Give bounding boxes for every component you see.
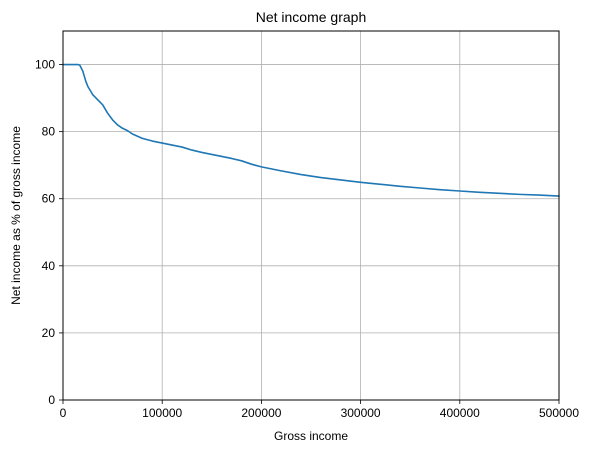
y-tick-label: 80: [42, 125, 56, 139]
x-tick-label: 100000: [142, 406, 182, 420]
y-tick-label: 100: [35, 58, 55, 72]
x-axis-ticks: 0 100000 200000 300000 400000 500000: [60, 400, 579, 420]
grid-lines: [62, 31, 560, 401]
y-tick-label: 60: [42, 192, 56, 206]
x-tick-label: 0: [60, 406, 67, 420]
chart-title: Net income graph: [256, 9, 367, 25]
y-tick-label: 40: [42, 259, 56, 273]
x-axis-label: Gross income: [274, 429, 348, 443]
net-income-series-line: [62, 63, 560, 197]
y-tick-label: 0: [48, 393, 55, 407]
x-tick-label: 500000: [539, 406, 579, 420]
series-layer: [62, 63, 560, 197]
x-tick-label: 400000: [440, 406, 480, 420]
y-axis-label: Net income as % of gross income: [9, 126, 23, 305]
y-axis-ticks: 0 20 40 60 80 100: [35, 58, 63, 407]
plot-frame: [62, 30, 560, 401]
y-tick-label: 20: [42, 326, 56, 340]
x-tick-label: 200000: [241, 406, 281, 420]
x-tick-label: 300000: [341, 406, 381, 420]
